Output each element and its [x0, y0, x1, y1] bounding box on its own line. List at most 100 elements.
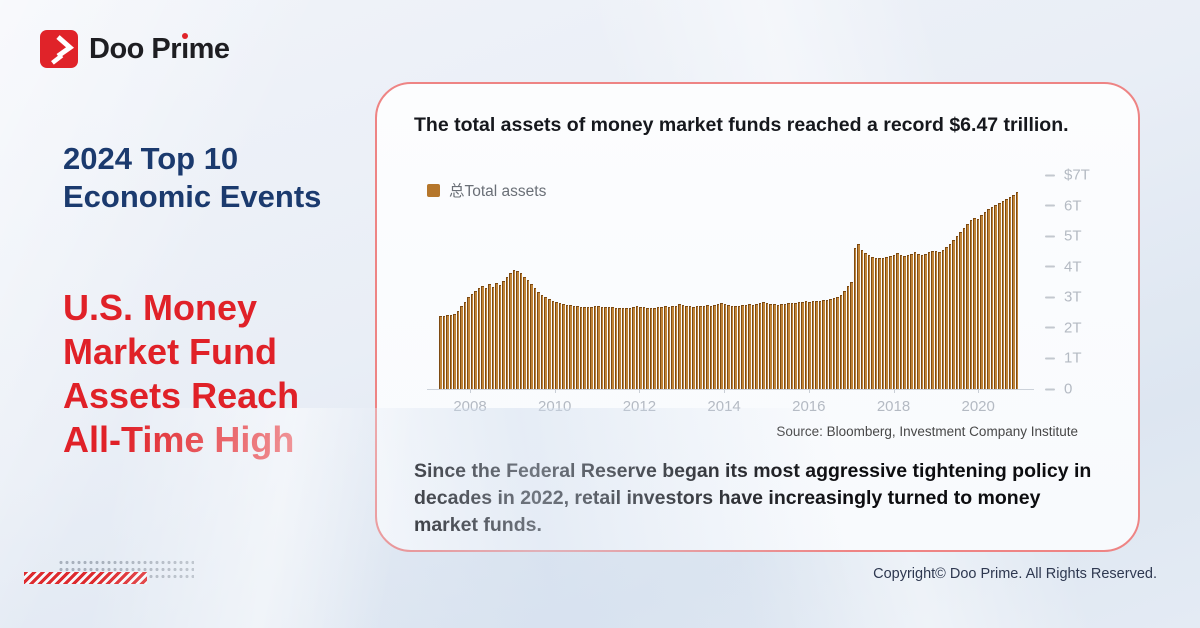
bar	[551, 300, 555, 389]
bar	[681, 304, 685, 389]
bar	[829, 299, 832, 389]
chart-legend: 总Total assets	[427, 179, 546, 201]
bar	[931, 251, 934, 389]
bar	[505, 276, 509, 389]
bar	[871, 256, 874, 389]
y-tick-label: 5T	[1064, 227, 1082, 245]
y-tick-dash	[1045, 174, 1055, 176]
bar	[720, 303, 723, 389]
source-note: Source: Bloomberg, Investment Company In…	[776, 424, 1078, 439]
bar	[544, 297, 547, 389]
bar	[741, 305, 744, 389]
bar	[755, 304, 758, 389]
bar	[639, 306, 642, 389]
bar	[477, 288, 481, 389]
bar	[839, 294, 843, 389]
bar	[969, 220, 973, 389]
bar	[470, 294, 474, 389]
bar	[488, 284, 491, 389]
bar	[973, 217, 976, 389]
y-tick-label: 0	[1064, 380, 1073, 398]
x-tick-mark	[724, 389, 726, 393]
bar	[583, 307, 586, 389]
bar	[787, 303, 790, 389]
x-tick-label: 2012	[622, 398, 657, 415]
bar	[621, 308, 625, 389]
bar	[927, 252, 931, 389]
headline-line1: U.S. Money	[63, 287, 258, 328]
bar	[649, 308, 653, 389]
bar	[576, 306, 579, 389]
bar	[860, 249, 864, 389]
bar	[625, 308, 628, 389]
y-tick: 3T	[1045, 289, 1082, 306]
headline-line2: Market Fund	[63, 331, 278, 372]
x-tick-label: 2010	[538, 398, 572, 415]
bar	[997, 203, 1001, 389]
bar	[593, 306, 597, 389]
bar	[885, 256, 888, 389]
bar	[948, 244, 952, 389]
bar	[751, 304, 755, 389]
bar	[892, 254, 896, 389]
bar	[709, 305, 713, 389]
bar	[632, 307, 635, 389]
y-tick-label: 1T	[1064, 349, 1082, 367]
bar	[449, 314, 453, 389]
bar	[671, 306, 674, 389]
bar	[656, 307, 660, 389]
chart-card: The total assets of money market funds r…	[375, 82, 1140, 552]
bar	[903, 256, 906, 389]
bar	[920, 254, 924, 389]
red-hatch-decoration	[24, 572, 147, 584]
bar	[966, 223, 969, 389]
bar	[491, 286, 495, 389]
bar	[685, 305, 688, 389]
doo-prime-arrow-icon	[40, 30, 78, 68]
bar	[519, 273, 523, 389]
bar	[442, 315, 446, 389]
y-tick: 0	[1045, 381, 1072, 398]
bar	[801, 301, 804, 389]
bar	[692, 306, 695, 389]
bar	[1008, 197, 1012, 389]
x-axis-line	[427, 389, 1034, 390]
legend-label: 总Total assets	[449, 183, 547, 200]
bar	[509, 272, 512, 389]
bar	[987, 209, 990, 389]
bar	[646, 307, 649, 389]
bar	[695, 306, 699, 389]
bar	[558, 303, 562, 389]
bar	[772, 304, 776, 389]
bar	[762, 302, 765, 389]
bar	[913, 252, 917, 389]
y-tick: 4T	[1045, 258, 1082, 275]
bar	[456, 311, 460, 389]
x-tick-mark	[470, 389, 471, 393]
bar	[498, 285, 502, 389]
bar	[896, 252, 899, 389]
bar	[843, 290, 846, 389]
bar	[945, 247, 948, 389]
bar	[906, 255, 910, 389]
bar	[825, 299, 829, 389]
bar	[864, 252, 867, 389]
bar	[952, 240, 955, 389]
y-tick-dash	[1045, 296, 1055, 299]
bar	[857, 243, 860, 389]
bar	[597, 306, 600, 389]
bar	[941, 249, 945, 389]
bar	[699, 306, 702, 389]
bar	[611, 307, 614, 389]
y-tick-dash	[1045, 388, 1055, 390]
bar	[962, 227, 966, 389]
bar	[959, 231, 962, 389]
bar	[934, 251, 938, 389]
bar	[980, 215, 983, 389]
bar	[586, 307, 590, 389]
bar	[439, 316, 442, 389]
bar	[572, 305, 576, 389]
x-axis: 2008 2010 2012 2014 2016 2018 2020	[439, 389, 1018, 418]
bar	[811, 300, 815, 389]
bar	[565, 304, 569, 389]
